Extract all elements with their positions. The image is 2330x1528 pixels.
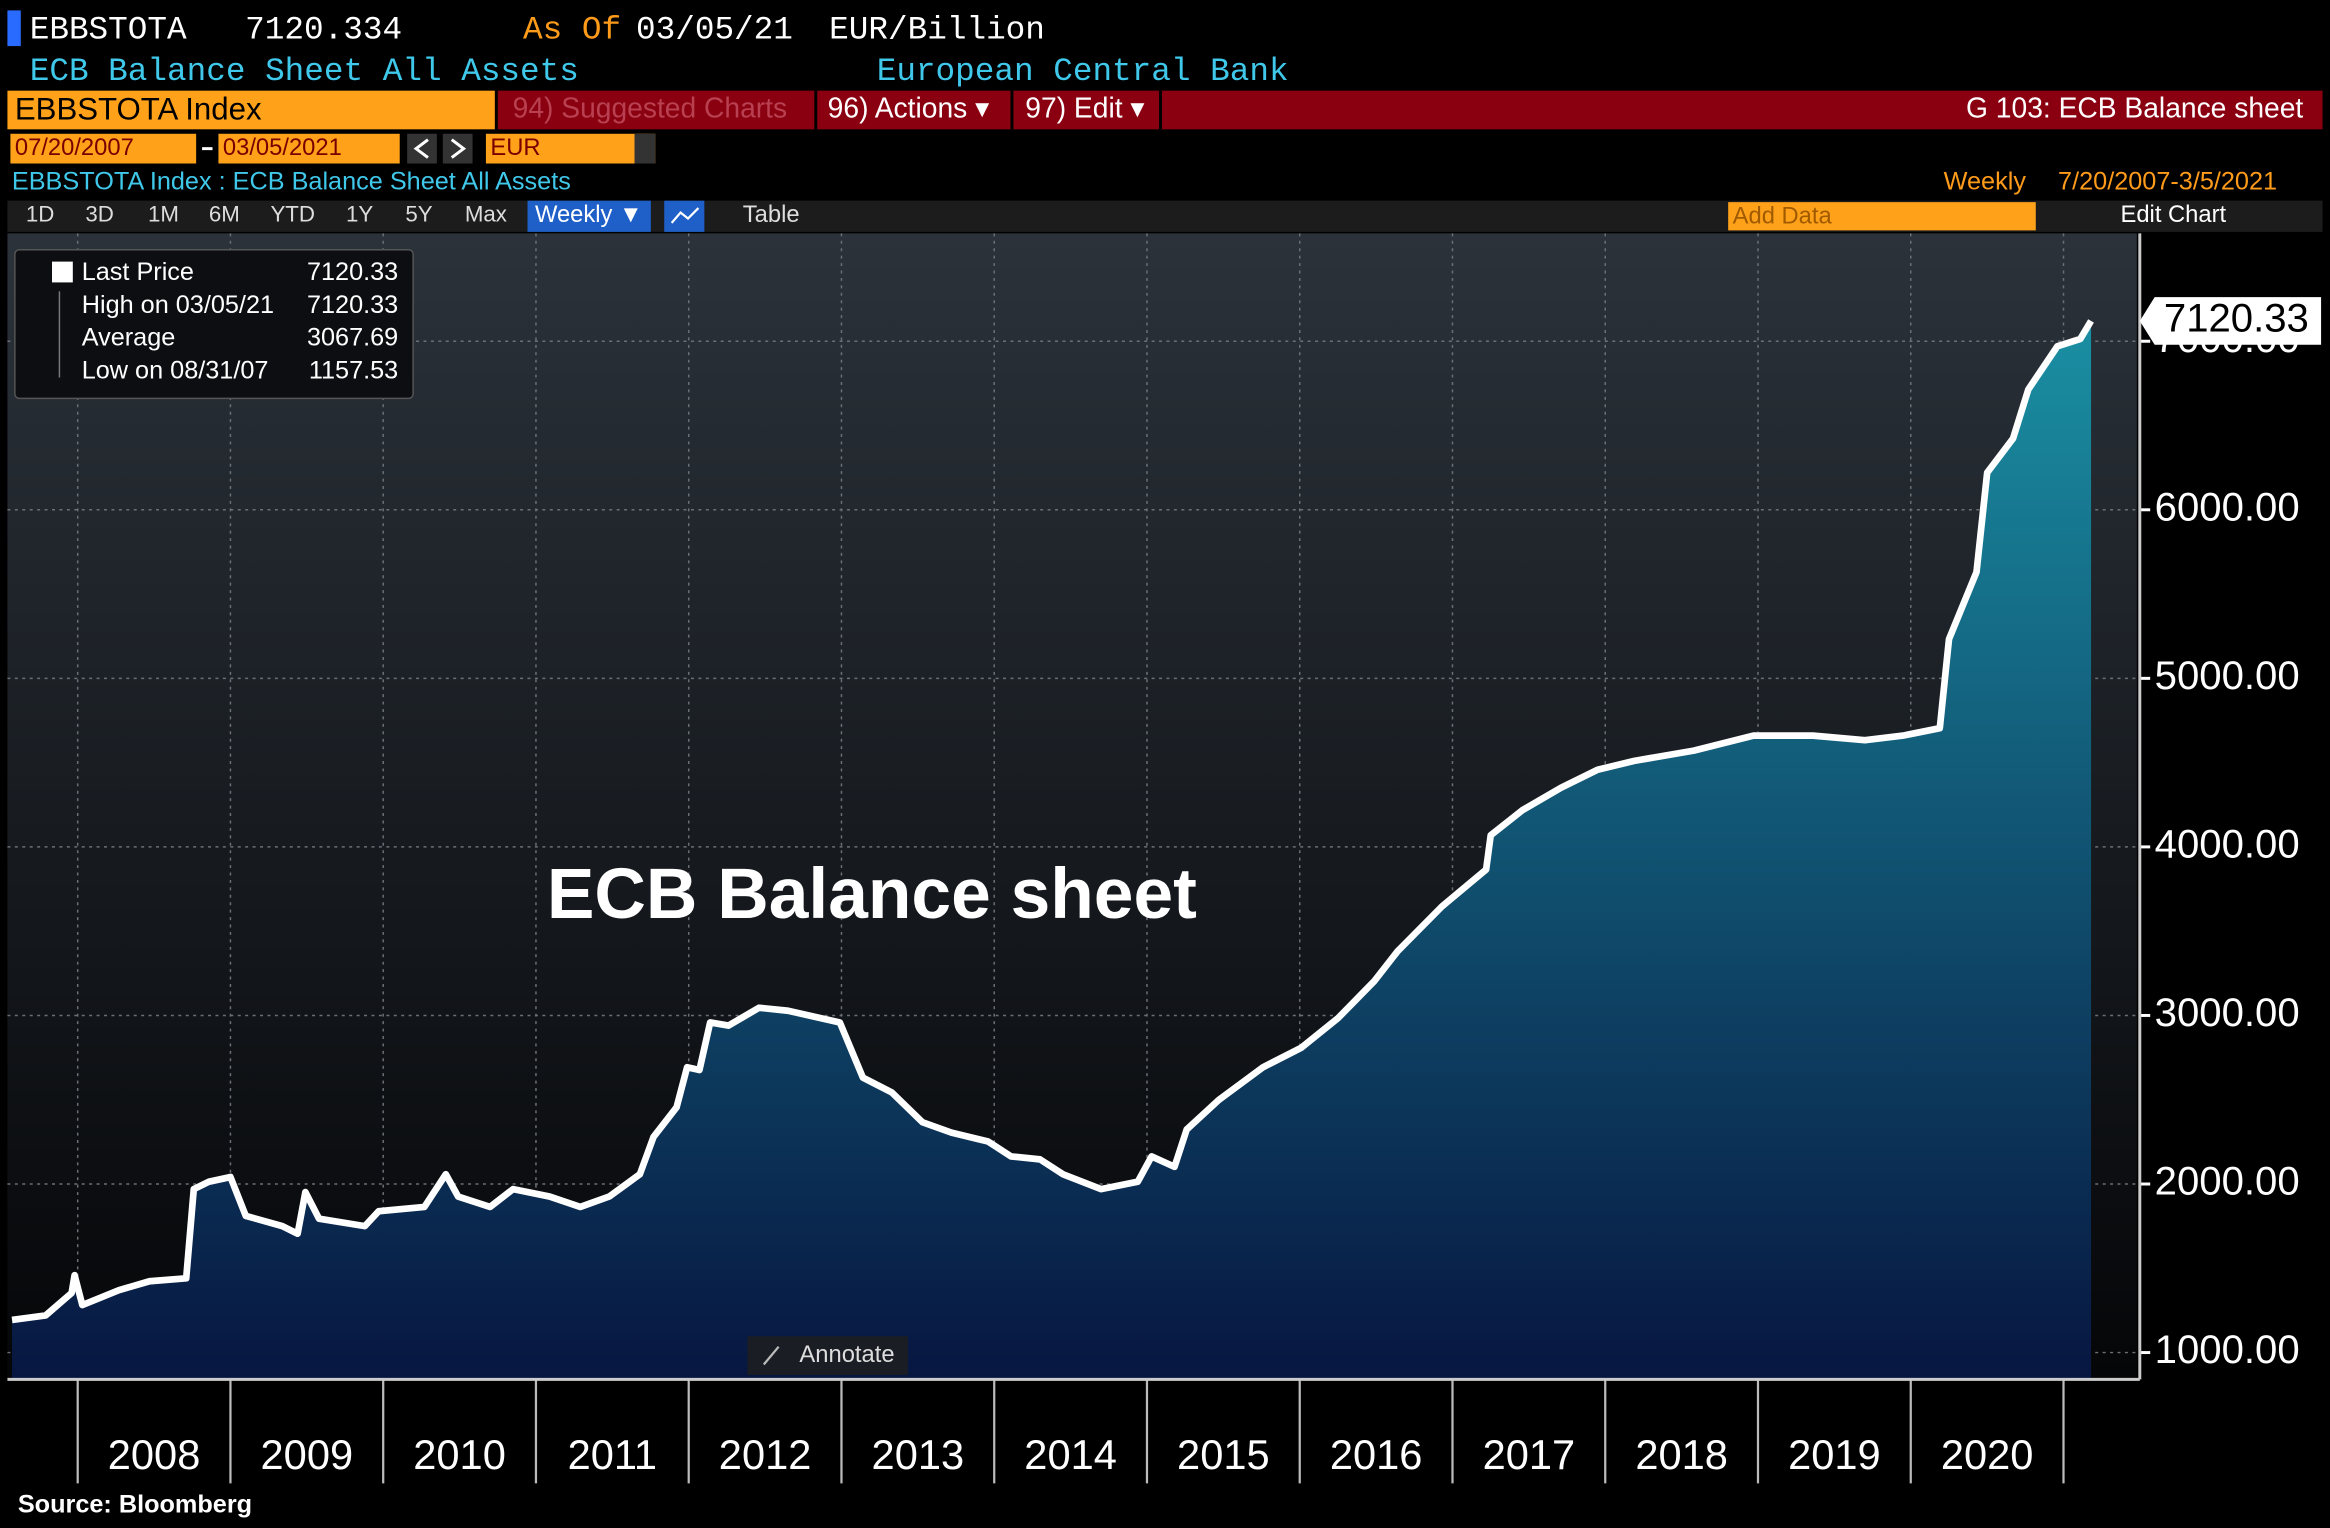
period-button[interactable]: Max: [465, 201, 507, 226]
y-tick-label: 2000.00: [2155, 1159, 2300, 1204]
unit: EUR/Billion: [829, 11, 1045, 48]
edit-chart[interactable]: Edit Chart: [2120, 201, 2226, 228]
ticker-marker: [7, 10, 21, 47]
legend-box: [14, 248, 414, 400]
range: 7/20/2007-3/5/2021: [2058, 167, 2277, 195]
x-tick-label: 2013: [872, 1431, 965, 1478]
menu-sep: [1159, 90, 1163, 130]
nav-arrow: [413, 138, 429, 159]
chart-icon: [670, 207, 700, 224]
legend-value: 3067.69: [307, 324, 398, 352]
security: EBBSTOTA Index: [15, 92, 262, 127]
legend-value: 7120.33: [307, 258, 398, 286]
y-tick-label: 3000.00: [2155, 990, 2300, 1035]
dropdown: [634, 133, 656, 164]
legend-label: Last Price: [82, 258, 194, 286]
legend-label: Low on 08/31/07: [82, 356, 269, 384]
as-of-label: As Of: [523, 11, 621, 48]
period-button[interactable]: YTD: [270, 201, 315, 226]
x-tick-label: 2018: [1635, 1431, 1728, 1478]
x-tick-label: 2014: [1024, 1431, 1117, 1478]
annotate-icon: [762, 1345, 780, 1366]
y-tick-label: 4000.00: [2155, 821, 2300, 866]
nav-button[interactable]: [442, 133, 473, 164]
x-tick-label: 2019: [1788, 1431, 1881, 1478]
period-button[interactable]: 3D: [85, 201, 113, 226]
menu-item[interactable]: 94) Suggested Charts: [513, 91, 787, 123]
period-button[interactable]: 1M: [148, 201, 179, 226]
x-tick-label: 2015: [1177, 1431, 1270, 1478]
security-name: ECB Balance Sheet All Assets: [30, 53, 579, 90]
currency-field[interactable]: [485, 133, 656, 164]
x-tick-label: 2016: [1330, 1431, 1423, 1478]
period-button[interactable]: 5Y: [405, 201, 432, 226]
x-tick-label: 2017: [1483, 1431, 1576, 1478]
y-tick-label: 1000.00: [2155, 1327, 2300, 1372]
period-button[interactable]: 6M: [209, 201, 240, 226]
frequency: Weekly: [1944, 167, 2027, 195]
page-title: G 103: ECB Balance sheet: [1966, 91, 2303, 123]
dash: [202, 147, 213, 151]
start-date: 07/20/2007: [15, 134, 134, 161]
x-tick-label: 2020: [1941, 1431, 2034, 1478]
legend-value: 1157.53: [309, 356, 398, 384]
nav-arrow: [450, 138, 467, 159]
legend-label: Average: [82, 324, 176, 352]
last-price-label: 7120.33: [2164, 296, 2309, 341]
period-button[interactable]: 1D: [26, 201, 54, 226]
menu-sep: [1010, 90, 1014, 130]
source: Source: Bloomberg: [18, 1490, 252, 1518]
as-of-date: 03/05/21: [636, 11, 793, 48]
security-box: [7, 90, 495, 130]
date-field[interactable]: [10, 133, 197, 164]
menu-sep: [814, 90, 818, 130]
ticker: EBBSTOTA: [30, 11, 187, 48]
currency: EUR: [490, 134, 540, 161]
end-date: 03/05/2021: [223, 134, 342, 161]
date-field[interactable]: [218, 133, 400, 164]
x-tick-label: 2011: [568, 1431, 657, 1478]
chart-title: ECB Balance sheet: [547, 854, 1197, 934]
x-tick-label: 2008: [108, 1431, 201, 1478]
legend-value: 7120.33: [307, 291, 398, 319]
annotate: Annotate: [799, 1341, 894, 1368]
add-data: Add Data: [1733, 202, 1833, 229]
x-tick-label: 2009: [261, 1431, 354, 1478]
series-line: [11, 319, 2094, 1324]
legend-label: High on 03/05/21: [82, 291, 274, 319]
last-price-tag: [2139, 297, 2322, 345]
table-tab[interactable]: Table: [743, 201, 800, 228]
menu-item[interactable]: 96) Actions ▾: [828, 91, 990, 123]
period-button[interactable]: 1Y: [346, 201, 373, 226]
y-tick-label: 6000.00: [2155, 484, 2300, 529]
frequency-button[interactable]: [527, 200, 651, 232]
x-tick-label: 2012: [719, 1431, 812, 1478]
y-tick-label: 5000.00: [2155, 653, 2300, 698]
area-fill: [12, 320, 2092, 1380]
add-data-field[interactable]: [1728, 202, 2036, 231]
menu-item[interactable]: 97) Edit ▾: [1025, 91, 1144, 123]
chart-header: EBBSTOTA Index : ECB Balance Sheet All A…: [12, 167, 571, 195]
price: 7120.334: [245, 11, 402, 48]
annotate-button[interactable]: [747, 1336, 908, 1375]
source-org: European Central Bank: [877, 53, 1289, 90]
legend-swatch: [52, 261, 73, 283]
nav-button[interactable]: [407, 133, 437, 164]
x-tick-label: 2010: [413, 1431, 506, 1478]
frequency-selected: Weekly ▼: [535, 201, 643, 228]
menu-bar: [497, 90, 2323, 130]
